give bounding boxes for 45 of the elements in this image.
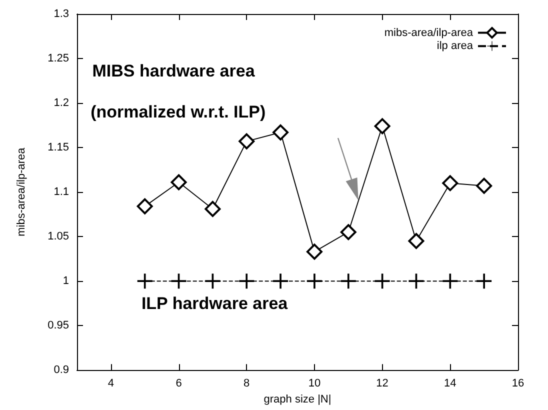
y-tick-label: 1.05 [48,230,69,243]
point [204,200,221,217]
y-tick-label: 1.3 [54,8,69,20]
x-tick-label: 14 [444,378,456,390]
legend-label: ilp area [436,40,474,52]
point [374,118,390,134]
y-tick-label: 0.95 [48,320,69,332]
y-tick-label: 0.9 [54,364,69,376]
point [273,274,288,289]
point [170,174,187,190]
x-axis-title: graph size |N| [264,394,332,406]
point [171,274,186,289]
point [306,274,322,289]
x-tick-label: 8 [244,378,250,390]
point [442,175,458,192]
y-tick-label: 1.15 [48,142,69,154]
annotation: (normalized w.r.t. ILP) [90,102,266,122]
x-tick-label: 12 [376,378,388,390]
y-axis-title: mibs-area/ilp-area [16,146,28,236]
point [306,244,322,260]
point [408,274,424,289]
point [442,274,458,289]
y-tick-label: 1.25 [48,52,69,65]
legend-label: mibs-area/ilp-area [384,26,474,39]
point [136,198,153,214]
point [476,178,492,194]
point [272,124,289,140]
x-tick-label: 10 [308,378,321,390]
point [137,274,152,289]
point [340,224,356,240]
x-tick-label: 16 [512,378,524,390]
y-tick-label: 1.1 [54,186,69,198]
point [205,274,220,289]
point [340,274,356,289]
annotation: ILP hardware area [141,294,288,313]
x-tick-label: 6 [176,378,182,390]
point [476,274,492,289]
y-tick-label: 1.2 [54,97,69,110]
y-tick-label: 1 [62,275,69,288]
x-tick-label: 4 [108,378,114,390]
point [408,233,424,250]
point [238,133,255,150]
point [239,274,254,289]
annotation: MIBS hardware area [92,61,256,80]
point [374,274,390,289]
